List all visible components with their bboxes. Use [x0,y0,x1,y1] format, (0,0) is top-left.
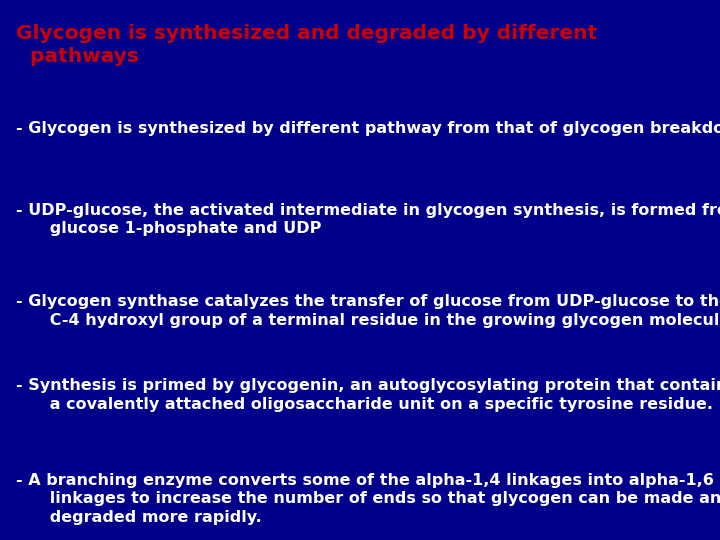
Text: - Glycogen is synthesized by different pathway from that of glycogen breakdown: - Glycogen is synthesized by different p… [16,122,720,137]
Text: - UDP-glucose, the activated intermediate in glycogen synthesis, is formed from
: - UDP-glucose, the activated intermediat… [16,202,720,236]
Text: - Glycogen synthase catalyzes the transfer of glucose from UDP-glucose to the
  : - Glycogen synthase catalyzes the transf… [16,294,720,328]
Text: - Synthesis is primed by glycogenin, an autoglycosylating protein that contains
: - Synthesis is primed by glycogenin, an … [16,378,720,411]
Text: - A branching enzyme converts some of the alpha-1,4 linkages into alpha-1,6
    : - A branching enzyme converts some of th… [16,472,720,525]
Text: Glycogen is synthesized and degraded by different
  pathways: Glycogen is synthesized and degraded by … [16,24,597,66]
